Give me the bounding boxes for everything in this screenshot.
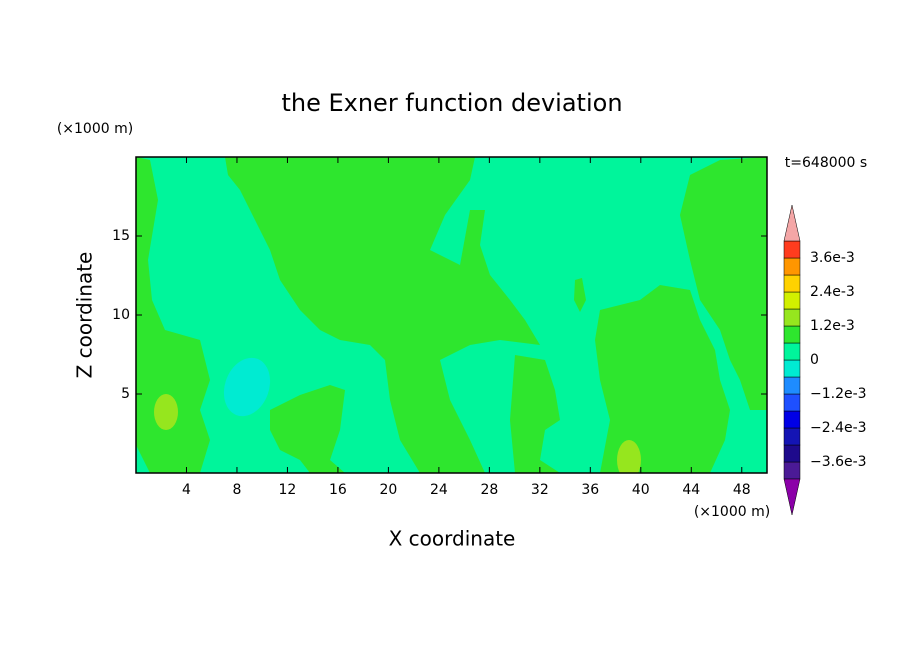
colorbar-box: [783, 461, 801, 480]
x-tick-label: 12: [279, 482, 297, 498]
x-tick-label: 16: [329, 482, 347, 498]
colorbar-box: [783, 342, 801, 361]
colorbar-box: [783, 308, 801, 327]
contour-region: [595, 285, 730, 473]
contour-region: [680, 157, 767, 410]
x-tick-label: 48: [733, 482, 751, 498]
chart-title: the Exner function deviation: [281, 89, 622, 117]
colorbar-box: [783, 257, 801, 276]
colorbar-box: [783, 393, 801, 412]
y-unit-label: (×1000 m): [57, 121, 133, 137]
colorbar-tick-label: 3.6e-3: [810, 250, 855, 266]
contour-region: [223, 357, 271, 417]
colorbar-box: [783, 427, 801, 446]
colorbar-tick-label: 1.2e-3: [810, 318, 855, 334]
colorbar-tick-label: −1.2e-3: [810, 386, 867, 402]
y-tick-label: 15: [112, 228, 130, 244]
y-tick-label: 5: [121, 386, 130, 402]
x-unit-label: (×1000 m): [694, 504, 770, 520]
colorbar-box: [783, 359, 801, 378]
contour-region: [225, 157, 540, 473]
colorbar-under: [783, 478, 801, 516]
colorbar-over: [783, 204, 801, 242]
contour-region: [154, 394, 178, 430]
colorbar-box: [783, 274, 801, 293]
x-tick-label: 36: [581, 482, 599, 498]
x-tick-label: 20: [379, 482, 397, 498]
x-tick-label: 4: [182, 482, 191, 498]
x-tick-label: 44: [682, 482, 700, 498]
y-tick-label: 10: [112, 307, 130, 323]
contour-region: [510, 355, 560, 473]
colorbar-box: [783, 240, 801, 259]
x-tick-label: 8: [232, 482, 241, 498]
x-tick-label: 24: [430, 482, 448, 498]
time-label: t=648000 s: [785, 155, 867, 171]
x-tick-label: 28: [480, 482, 498, 498]
x-tick-label: 40: [632, 482, 650, 498]
colorbar-box: [783, 444, 801, 463]
colorbar-box: [783, 291, 801, 310]
colorbar-tick-label: 2.4e-3: [810, 284, 855, 300]
x-tick-label: 32: [531, 482, 549, 498]
colorbar-box: [783, 325, 801, 344]
colorbar-tick-label: −3.6e-3: [810, 454, 867, 470]
colorbar-box: [783, 410, 801, 429]
colorbar-tick-label: −2.4e-3: [810, 420, 867, 436]
contour-field: [136, 157, 767, 473]
contour-region: [136, 157, 210, 473]
colorbar-tick-label: 0: [810, 352, 819, 368]
colorbar-box: [783, 376, 801, 395]
x-axis-label: X coordinate: [389, 527, 516, 551]
contour-region: [574, 278, 586, 312]
contour-region: [617, 440, 641, 473]
contour-region: [270, 385, 345, 473]
y-axis-label: Z coordinate: [73, 252, 97, 379]
